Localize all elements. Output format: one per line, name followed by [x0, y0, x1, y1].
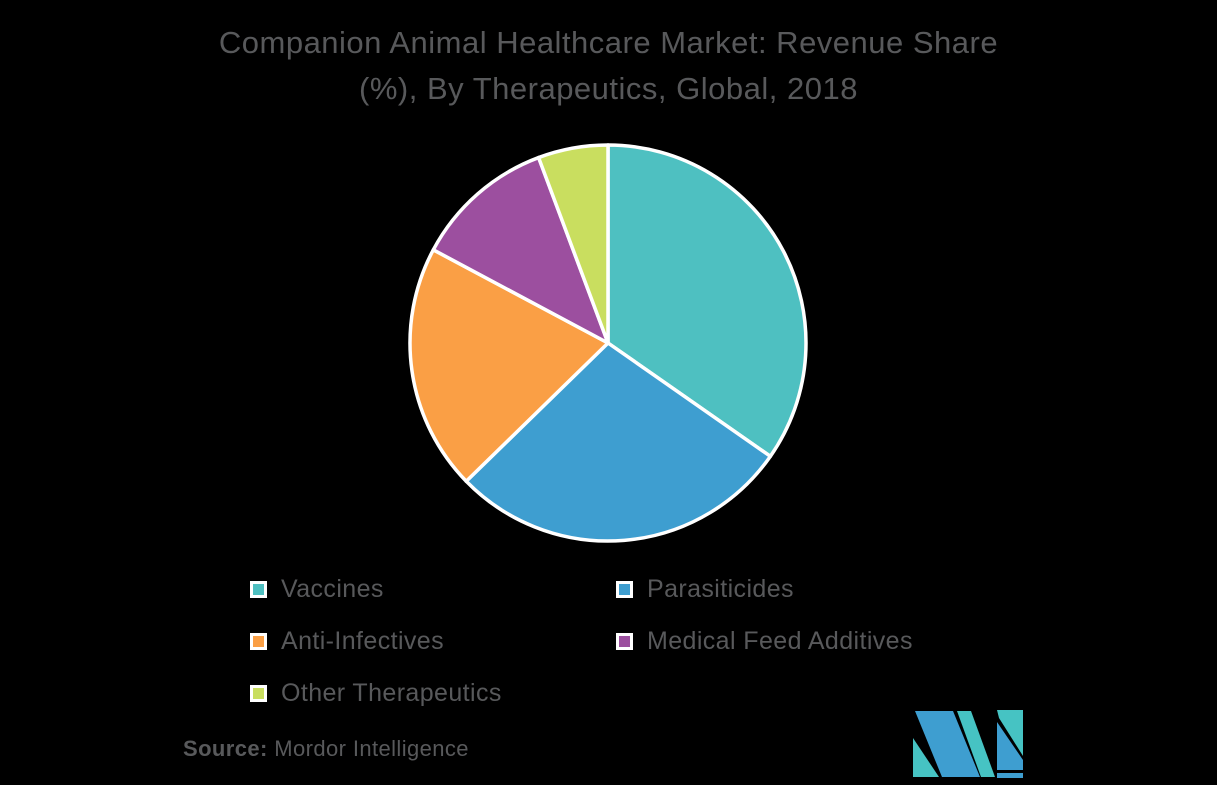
legend-item-vaccines: Vaccines — [250, 574, 384, 603]
pie-slice-parasiticides — [464, 341, 773, 543]
pie-slice-anti-infectives — [408, 248, 610, 483]
source-line: Source: Mordor Intelligence — [183, 736, 469, 762]
legend-item-anti-infectives: Anti-Infectives — [250, 626, 445, 655]
legend-item-other-therapeutics: Other Therapeutics — [250, 678, 502, 707]
legend-label: Medical Feed Additives — [647, 626, 913, 655]
chart-title: Companion Animal Healthcare Market: Reve… — [0, 20, 1217, 112]
logo-m-blue-band — [915, 711, 980, 777]
legend-swatch — [616, 580, 633, 598]
logo-i-teal-part — [997, 710, 1023, 756]
source-label: Source: — [183, 736, 268, 761]
source-text: Mordor Intelligence — [267, 736, 469, 761]
legend-label: Parasiticides — [647, 574, 794, 603]
chart-title-line-2: (%), By Therapeutics, Global, 2018 — [359, 71, 858, 106]
legend-swatch — [250, 684, 267, 702]
logo-i-blue-part — [997, 722, 1023, 770]
chart-title-line-1: Companion Animal Healthcare Market: Reve… — [218, 25, 999, 60]
logo-i-underline — [997, 773, 1023, 778]
legend-swatch — [250, 632, 267, 650]
legend-item-medical-feed-additives: Medical Feed Additives — [616, 626, 913, 655]
logo-m-left-triangle — [913, 738, 939, 777]
logo-i-shape — [997, 710, 1023, 778]
legend-swatch — [250, 580, 267, 598]
pie-slice-medical-feed-additives — [431, 155, 610, 345]
logo-m-shape — [913, 711, 995, 777]
legend-item-parasiticides: Parasiticides — [616, 574, 794, 603]
pie-slice-other-therapeutics — [536, 143, 610, 345]
legend-label: Anti-Infectives — [281, 626, 445, 655]
logo-m-teal-band — [957, 711, 995, 777]
pie-slice-vaccines — [606, 143, 808, 459]
pie-chart-area — [398, 133, 818, 553]
pie-chart — [408, 143, 808, 543]
legend-label: Vaccines — [281, 574, 384, 603]
legend-swatch — [616, 632, 633, 650]
legend-label: Other Therapeutics — [281, 678, 502, 707]
mordor-intelligence-logo — [913, 710, 1023, 778]
